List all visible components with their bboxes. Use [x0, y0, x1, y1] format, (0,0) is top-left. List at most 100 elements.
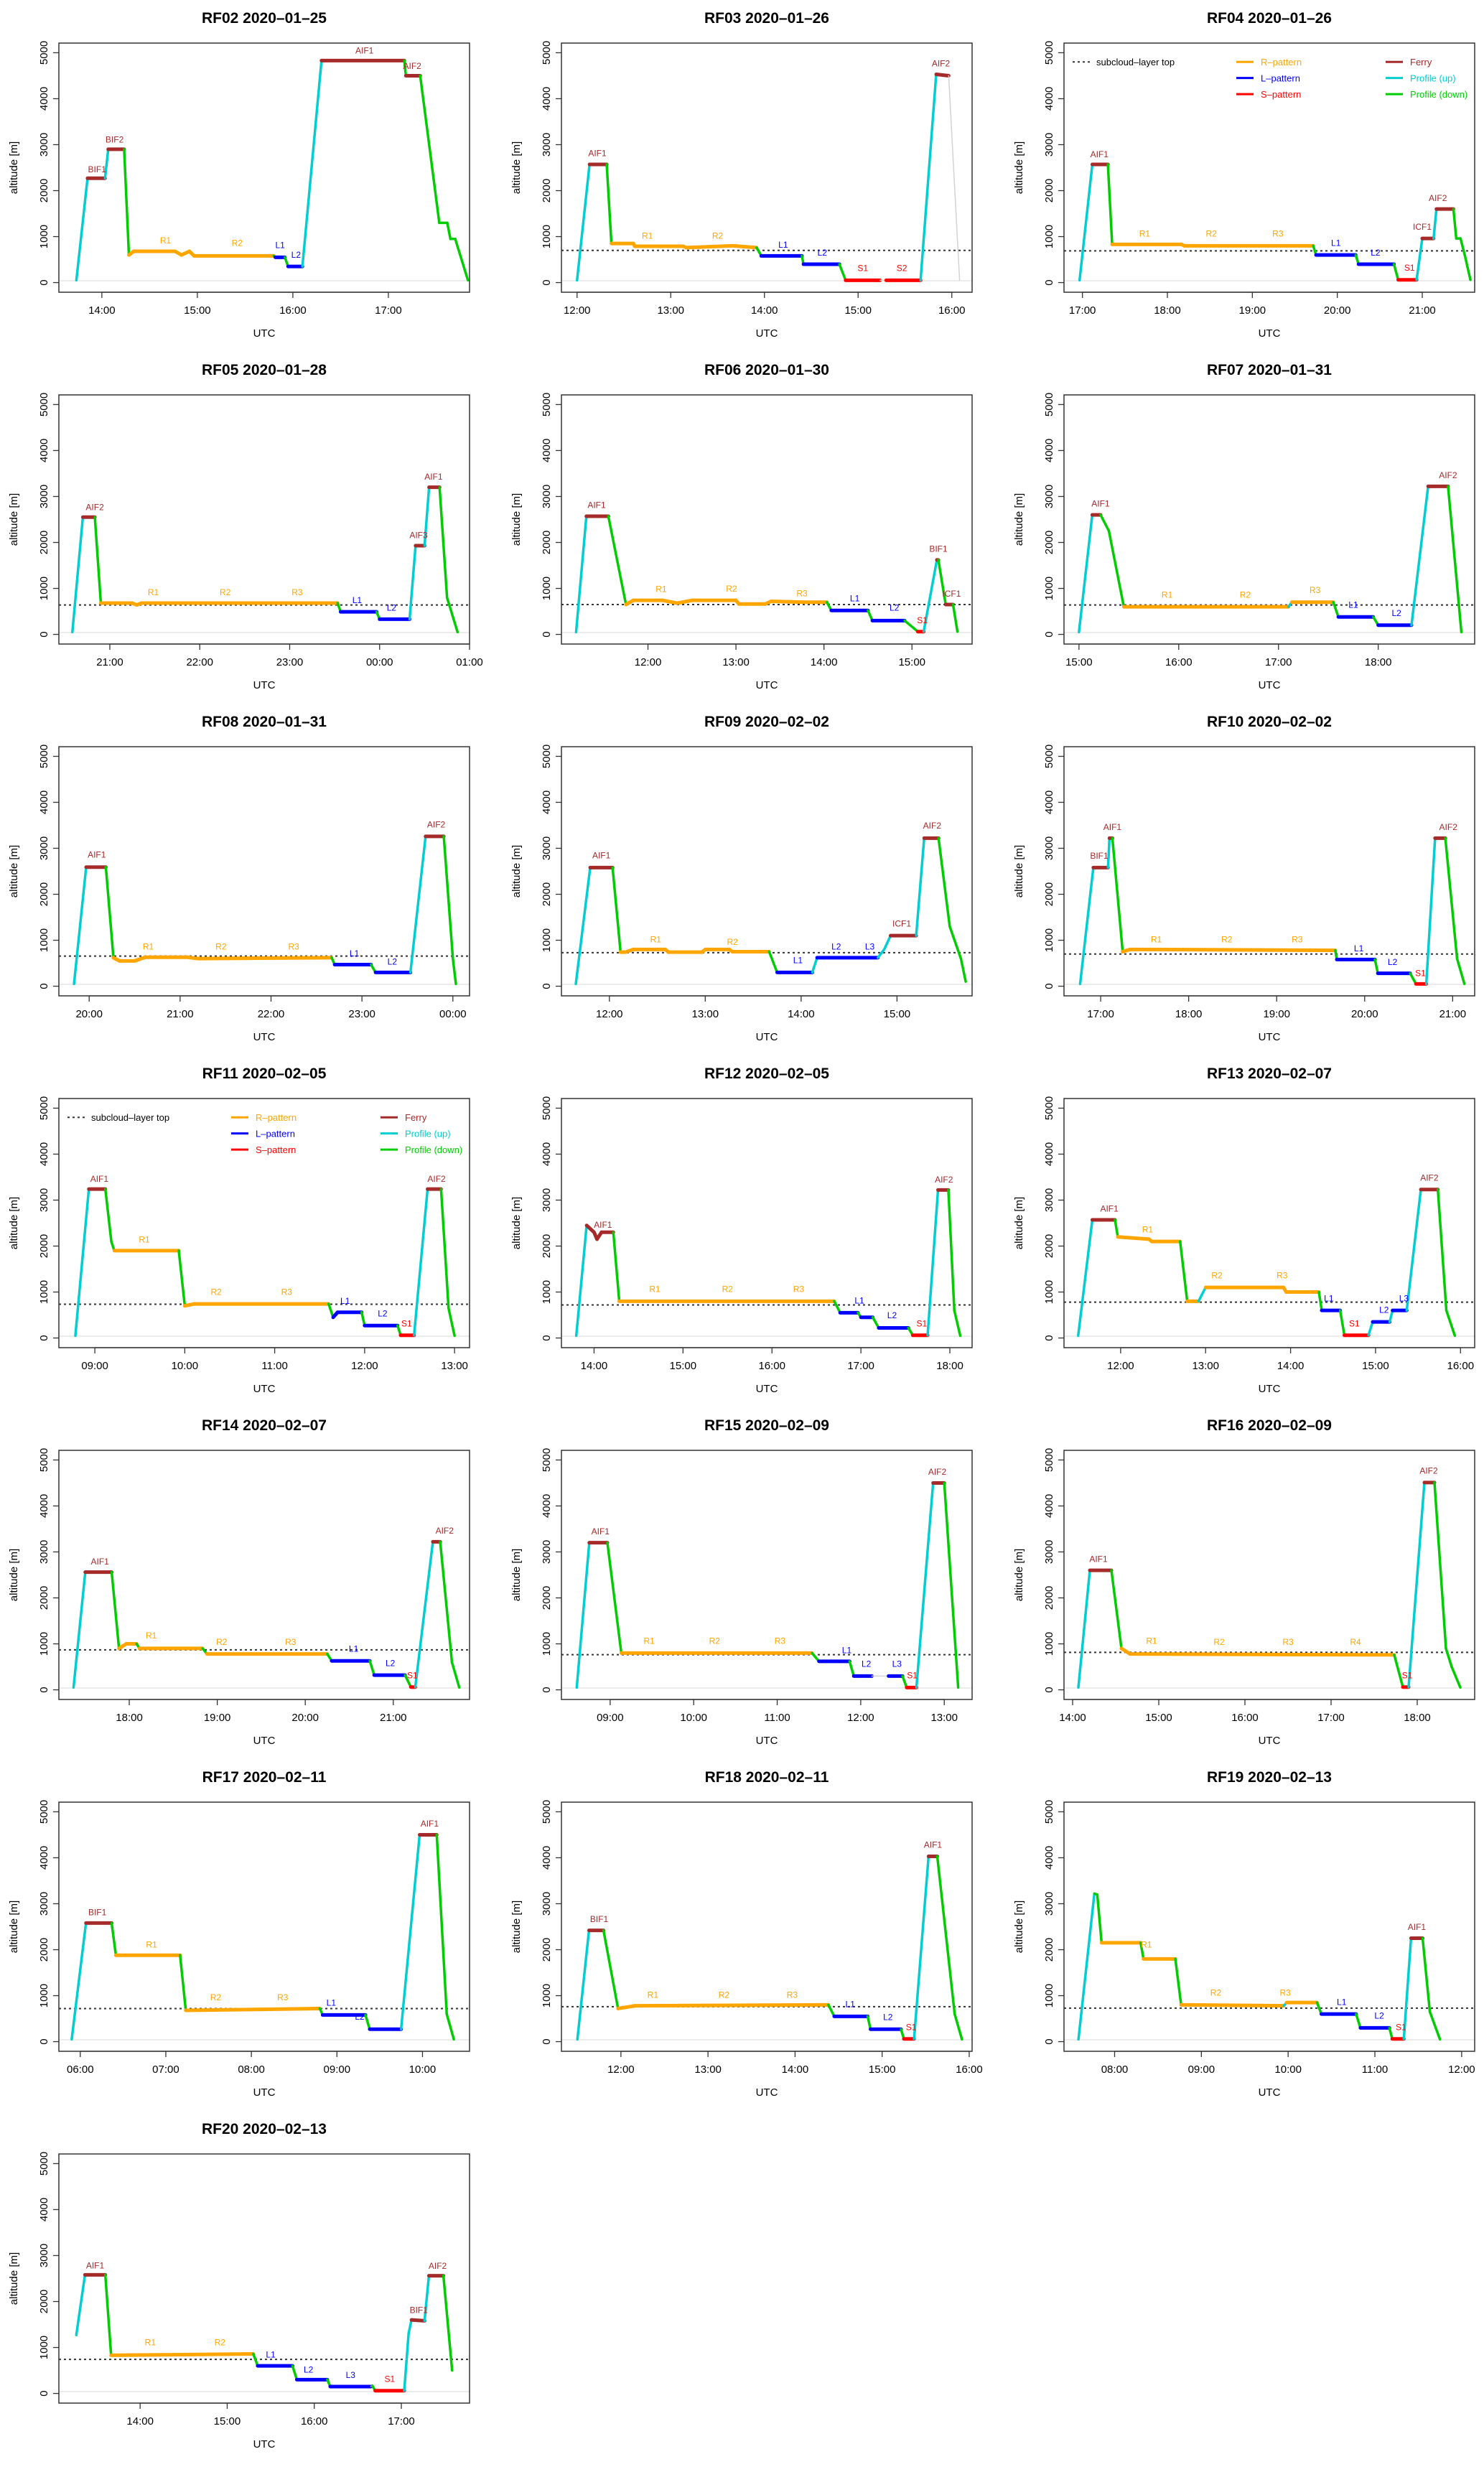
segment-label: AIF1: [587, 500, 606, 510]
x-axis-label: UTC: [1259, 1383, 1281, 1395]
y-tick-label: 1000: [38, 928, 50, 952]
x-axis-label: UTC: [253, 679, 276, 691]
x-tick-label: 09:00: [1188, 2063, 1215, 2076]
x-tick-label: 12:00: [564, 304, 591, 317]
track-segment-D: [1174, 1957, 1182, 2007]
track-segment-D: [438, 485, 449, 600]
x-tick-label: 13:00: [930, 1712, 958, 1724]
segment-label: R3: [1279, 1988, 1291, 1998]
track-segment-D: [403, 1674, 413, 1689]
y-tick-label: 5000: [38, 1448, 50, 1472]
x-tick-label: 16:00: [956, 2063, 983, 2076]
flight-panel: RF09 2020–02–02 0 1000 2000 3000 4000 5000 alti…: [503, 704, 997, 1055]
segment-label: ICF1: [942, 589, 961, 599]
y-tick-label: 4000: [38, 791, 50, 814]
track-segment-D: [452, 957, 457, 986]
segment-label: AIF2: [1439, 822, 1458, 832]
y-axis-label: altitude [m]: [8, 845, 20, 897]
plot-frame: [1063, 1098, 1475, 1348]
track-segment-U: [73, 865, 88, 986]
segment-label: AIF2: [923, 821, 942, 831]
x-tick-label: 00:00: [439, 1008, 467, 1020]
track-segment-D: [947, 1188, 956, 1312]
y-tick-label: 4000: [1043, 791, 1055, 814]
y-axis-label: altitude [m]: [510, 1197, 523, 1249]
track-segment-U: [74, 1188, 90, 1338]
x-tick-label: 10:00: [680, 1712, 707, 1724]
y-tick-label: 1000: [1043, 1280, 1055, 1304]
segment-label: R1: [643, 1636, 655, 1646]
track-segment-U: [1415, 237, 1424, 281]
track-segment-D: [179, 1954, 187, 2012]
x-tick-label: 14:00: [751, 304, 778, 317]
y-tick-label: 3000: [541, 485, 553, 508]
x-tick-label: 14:00: [581, 1360, 608, 1372]
track-segment-D: [252, 2352, 259, 2367]
x-tick-label: 10:00: [1274, 2063, 1302, 2076]
y-tick-label: 0: [1043, 631, 1055, 637]
x-tick-label: 12:00: [351, 1360, 378, 1372]
y-tick-label: 3000: [1043, 1892, 1055, 1916]
track-segment-U: [403, 2332, 410, 2392]
y-tick-label: 3000: [38, 485, 50, 508]
chart-title: RF05 2020–01–28: [202, 362, 327, 378]
x-tick-label: 17:00: [375, 304, 402, 317]
segment-label: R3: [281, 1287, 293, 1297]
segment-label: R3: [1292, 935, 1303, 945]
chart-svg: RF15 2020–02–09 0 1000 2000 3000 4000 5000 alti…: [510, 1417, 973, 1747]
track-segment-D: [1096, 1893, 1103, 1944]
segment-label: ICF1: [1413, 222, 1432, 232]
plot-frame: [561, 746, 973, 997]
y-tick-label: 1000: [541, 577, 553, 600]
segment-label: S1: [1349, 1319, 1360, 1329]
flight-panel: RF03 2020–01–26 0 1000 2000 3000 4000 5000 alti…: [503, 0, 997, 352]
track-segment-U: [575, 1541, 591, 1689]
chart-title: RF12 2020–02–05: [704, 1065, 829, 1082]
segment-label: R2: [1213, 1637, 1225, 1647]
x-tick-label: 17:00: [388, 2415, 415, 2428]
y-tick-label: 4000: [1043, 439, 1055, 462]
y-tick-label: 3000: [38, 836, 50, 860]
x-tick-label: 11:00: [261, 1360, 287, 1372]
x-axis-label: UTC: [253, 2438, 276, 2450]
x-tick-label: 16:00: [301, 2415, 328, 2428]
y-tick-label: 2000: [541, 1938, 553, 1962]
track-segment-D: [903, 619, 920, 633]
y-tick-label: 4000: [38, 1142, 50, 1166]
track-segment-D: [1455, 957, 1466, 986]
segment-label: S1: [907, 1671, 918, 1681]
flight-panel: RF08 2020–01–31 0 1000 2000 3000 4000 5000 alti…: [0, 704, 495, 1055]
chart-svg: RF17 2020–02–11 0 1000 2000 3000 4000 5000 alti…: [8, 1769, 470, 2099]
segment-label: AIF2: [935, 1175, 953, 1185]
plot-frame: [1063, 1450, 1475, 1700]
legend-label: Profile (up): [1410, 73, 1456, 84]
track-segment-U: [1078, 866, 1095, 986]
y-tick-label: 4000: [38, 1846, 50, 1870]
x-tick-label: 10:00: [172, 1360, 199, 1372]
y-tick-label: 2000: [541, 1586, 553, 1610]
track-segment-U: [75, 2273, 87, 2336]
segment-label: R2: [709, 1636, 721, 1646]
y-tick-label: 3000: [38, 1540, 50, 1564]
segment-label: R2: [719, 1990, 730, 2000]
x-tick-label: 22:00: [258, 1008, 285, 1020]
segment-label: R1: [648, 1990, 659, 2000]
segment-label: R1: [146, 1631, 157, 1641]
y-tick-label: 4000: [38, 439, 50, 462]
x-tick-label: 12:00: [596, 1008, 623, 1020]
track-segment-D: [445, 2013, 455, 2041]
segment-label: S1: [1402, 1671, 1413, 1681]
segment-label: R2: [215, 941, 227, 951]
track-segment-D: [611, 866, 622, 953]
segment-label: AIF2: [427, 1174, 446, 1184]
segment-label: R2: [1221, 935, 1233, 945]
track-segment-U: [408, 544, 417, 621]
x-tick-label: 17:00: [1087, 1008, 1114, 1020]
track-segment-D: [1447, 485, 1463, 634]
plot-frame: [58, 2153, 470, 2404]
y-tick-label: 0: [1043, 2038, 1055, 2044]
chart-svg: RF05 2020–01–28 0 1000 2000 3000 4000 5000 alti…: [8, 362, 483, 691]
y-tick-label: 5000: [1043, 393, 1055, 416]
track-segment-D: [1450, 1665, 1462, 1689]
segment-label: L2: [355, 2012, 365, 2022]
